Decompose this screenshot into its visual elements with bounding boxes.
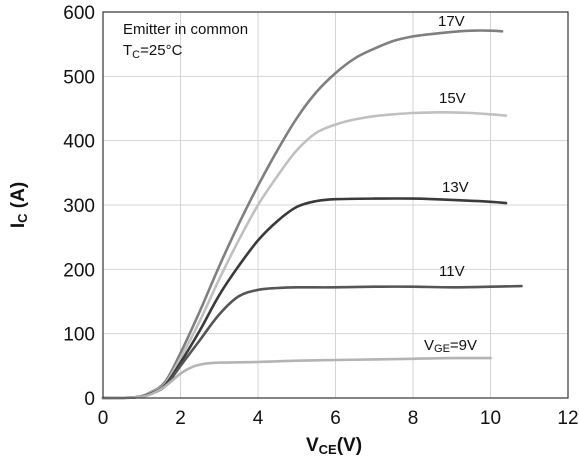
annotation-line-2: TC=25°C (123, 42, 183, 61)
y-tick-label: 0 (84, 389, 95, 410)
curves (101, 29, 523, 400)
annotation: Emitter in common TC=25°C (123, 21, 248, 61)
y-tick-label: 200 (63, 260, 95, 281)
label-15v: 15V (439, 90, 466, 107)
x-tick-label: 6 (330, 408, 341, 429)
y-tick-label: 300 (63, 196, 95, 217)
tick-labels: 0 2 4 6 8 10 12 0 100 200 300 400 500 600 (63, 3, 578, 429)
y-tick-label: 600 (63, 3, 95, 24)
curve-17v (101, 29, 504, 400)
curve-vge-9v (101, 356, 492, 400)
x-axis-title: VCE(V) (306, 435, 362, 457)
grid (103, 12, 568, 398)
x-tick-label: 2 (175, 408, 186, 429)
label-17v: 17V (438, 13, 465, 30)
x-tick-label: 8 (408, 408, 419, 429)
label-13v: 13V (442, 179, 469, 196)
curve-13v (101, 197, 508, 400)
label-11v: 11V (439, 263, 465, 280)
y-tick-label: 100 (63, 325, 95, 346)
plot-frame (102, 11, 569, 399)
x-tick-label: 12 (557, 408, 578, 429)
y-tick-label: 400 (63, 132, 95, 153)
x-tick-label: 4 (253, 408, 264, 429)
x-tick-label: 0 (98, 408, 109, 429)
x-tick-label: 10 (480, 408, 501, 429)
y-axis-title: IC (A) (8, 182, 30, 228)
y-tick-label: 500 (63, 67, 95, 88)
curve-15v (101, 111, 508, 400)
annotation-line-1: Emitter in common (123, 21, 248, 38)
label-vge-9v: VGE=9V (424, 337, 477, 355)
